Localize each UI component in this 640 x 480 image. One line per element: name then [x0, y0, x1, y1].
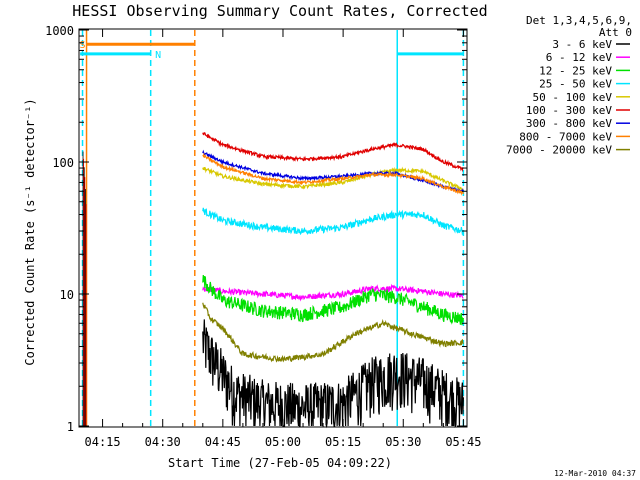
legend-entry-label: 25 - 50 keV: [539, 78, 612, 91]
legend-header: Att 0: [599, 26, 632, 39]
x-tick-label: 05:45: [445, 435, 481, 449]
x-axis-label: Start Time (27-Feb-05 04:09:22): [168, 456, 392, 470]
flag-and-marker-layer: SN: [80, 30, 465, 426]
series-3-6-kev: [202, 319, 464, 429]
x-tick-label: 04:45: [205, 435, 241, 449]
legend-entry-label: 100 - 300 keV: [526, 104, 612, 117]
legend-entry-label: 12 - 25 keV: [539, 64, 612, 77]
series-6-12-kev: [202, 283, 464, 302]
series-50-100-kev: [202, 166, 464, 191]
x-axis: 04:15 04:30 04:45 05:00 05:15 05:30 05:45: [85, 29, 481, 449]
series-100-300-kev: [202, 132, 464, 173]
x-tick-label: 04:15: [85, 435, 121, 449]
series-12-25-kev: [202, 275, 464, 326]
x-tick-label: 05:00: [265, 435, 301, 449]
x-tick-label: 05:15: [325, 435, 361, 449]
series-7000-20000-kev: [202, 302, 464, 363]
series-800-7000-kev: [202, 152, 464, 196]
series-25-50-kev: [202, 207, 464, 236]
plot-frame: [78, 28, 468, 428]
footer-timestamp: 12-Mar-2010 04:37: [554, 469, 636, 478]
legend-entry-label: 300 - 800 keV: [526, 117, 612, 130]
y-axis: 1 10 100 1000: [45, 24, 467, 434]
flag-label: N: [155, 50, 161, 61]
legend-entry-label: 7000 - 20000 keV: [506, 144, 612, 157]
legend-entry-label: 6 - 12 keV: [546, 51, 613, 64]
legend-header: Det 1,3,4,5,6,9,: [526, 14, 632, 27]
legend-entry-label: 3 - 6 keV: [552, 38, 612, 51]
series-layer: [202, 132, 464, 429]
x-tick-label: 04:30: [145, 435, 181, 449]
legend-entry-label: 800 - 7000 keV: [519, 130, 612, 143]
flag-label: S: [80, 40, 86, 51]
chart-title: HESSI Observing Summary Count Rates, Cor…: [72, 2, 487, 20]
y-tick-label: 100: [52, 156, 74, 170]
y-axis-label: Corrected Count Rate (s⁻¹ detector⁻¹): [23, 98, 37, 365]
x-tick-label: 05:30: [385, 435, 421, 449]
y-tick-label: 10: [60, 288, 74, 302]
y-tick-label: 1000: [45, 24, 74, 38]
legend-entry-label: 50 - 100 keV: [533, 91, 613, 104]
y-tick-label: 1: [67, 420, 74, 434]
